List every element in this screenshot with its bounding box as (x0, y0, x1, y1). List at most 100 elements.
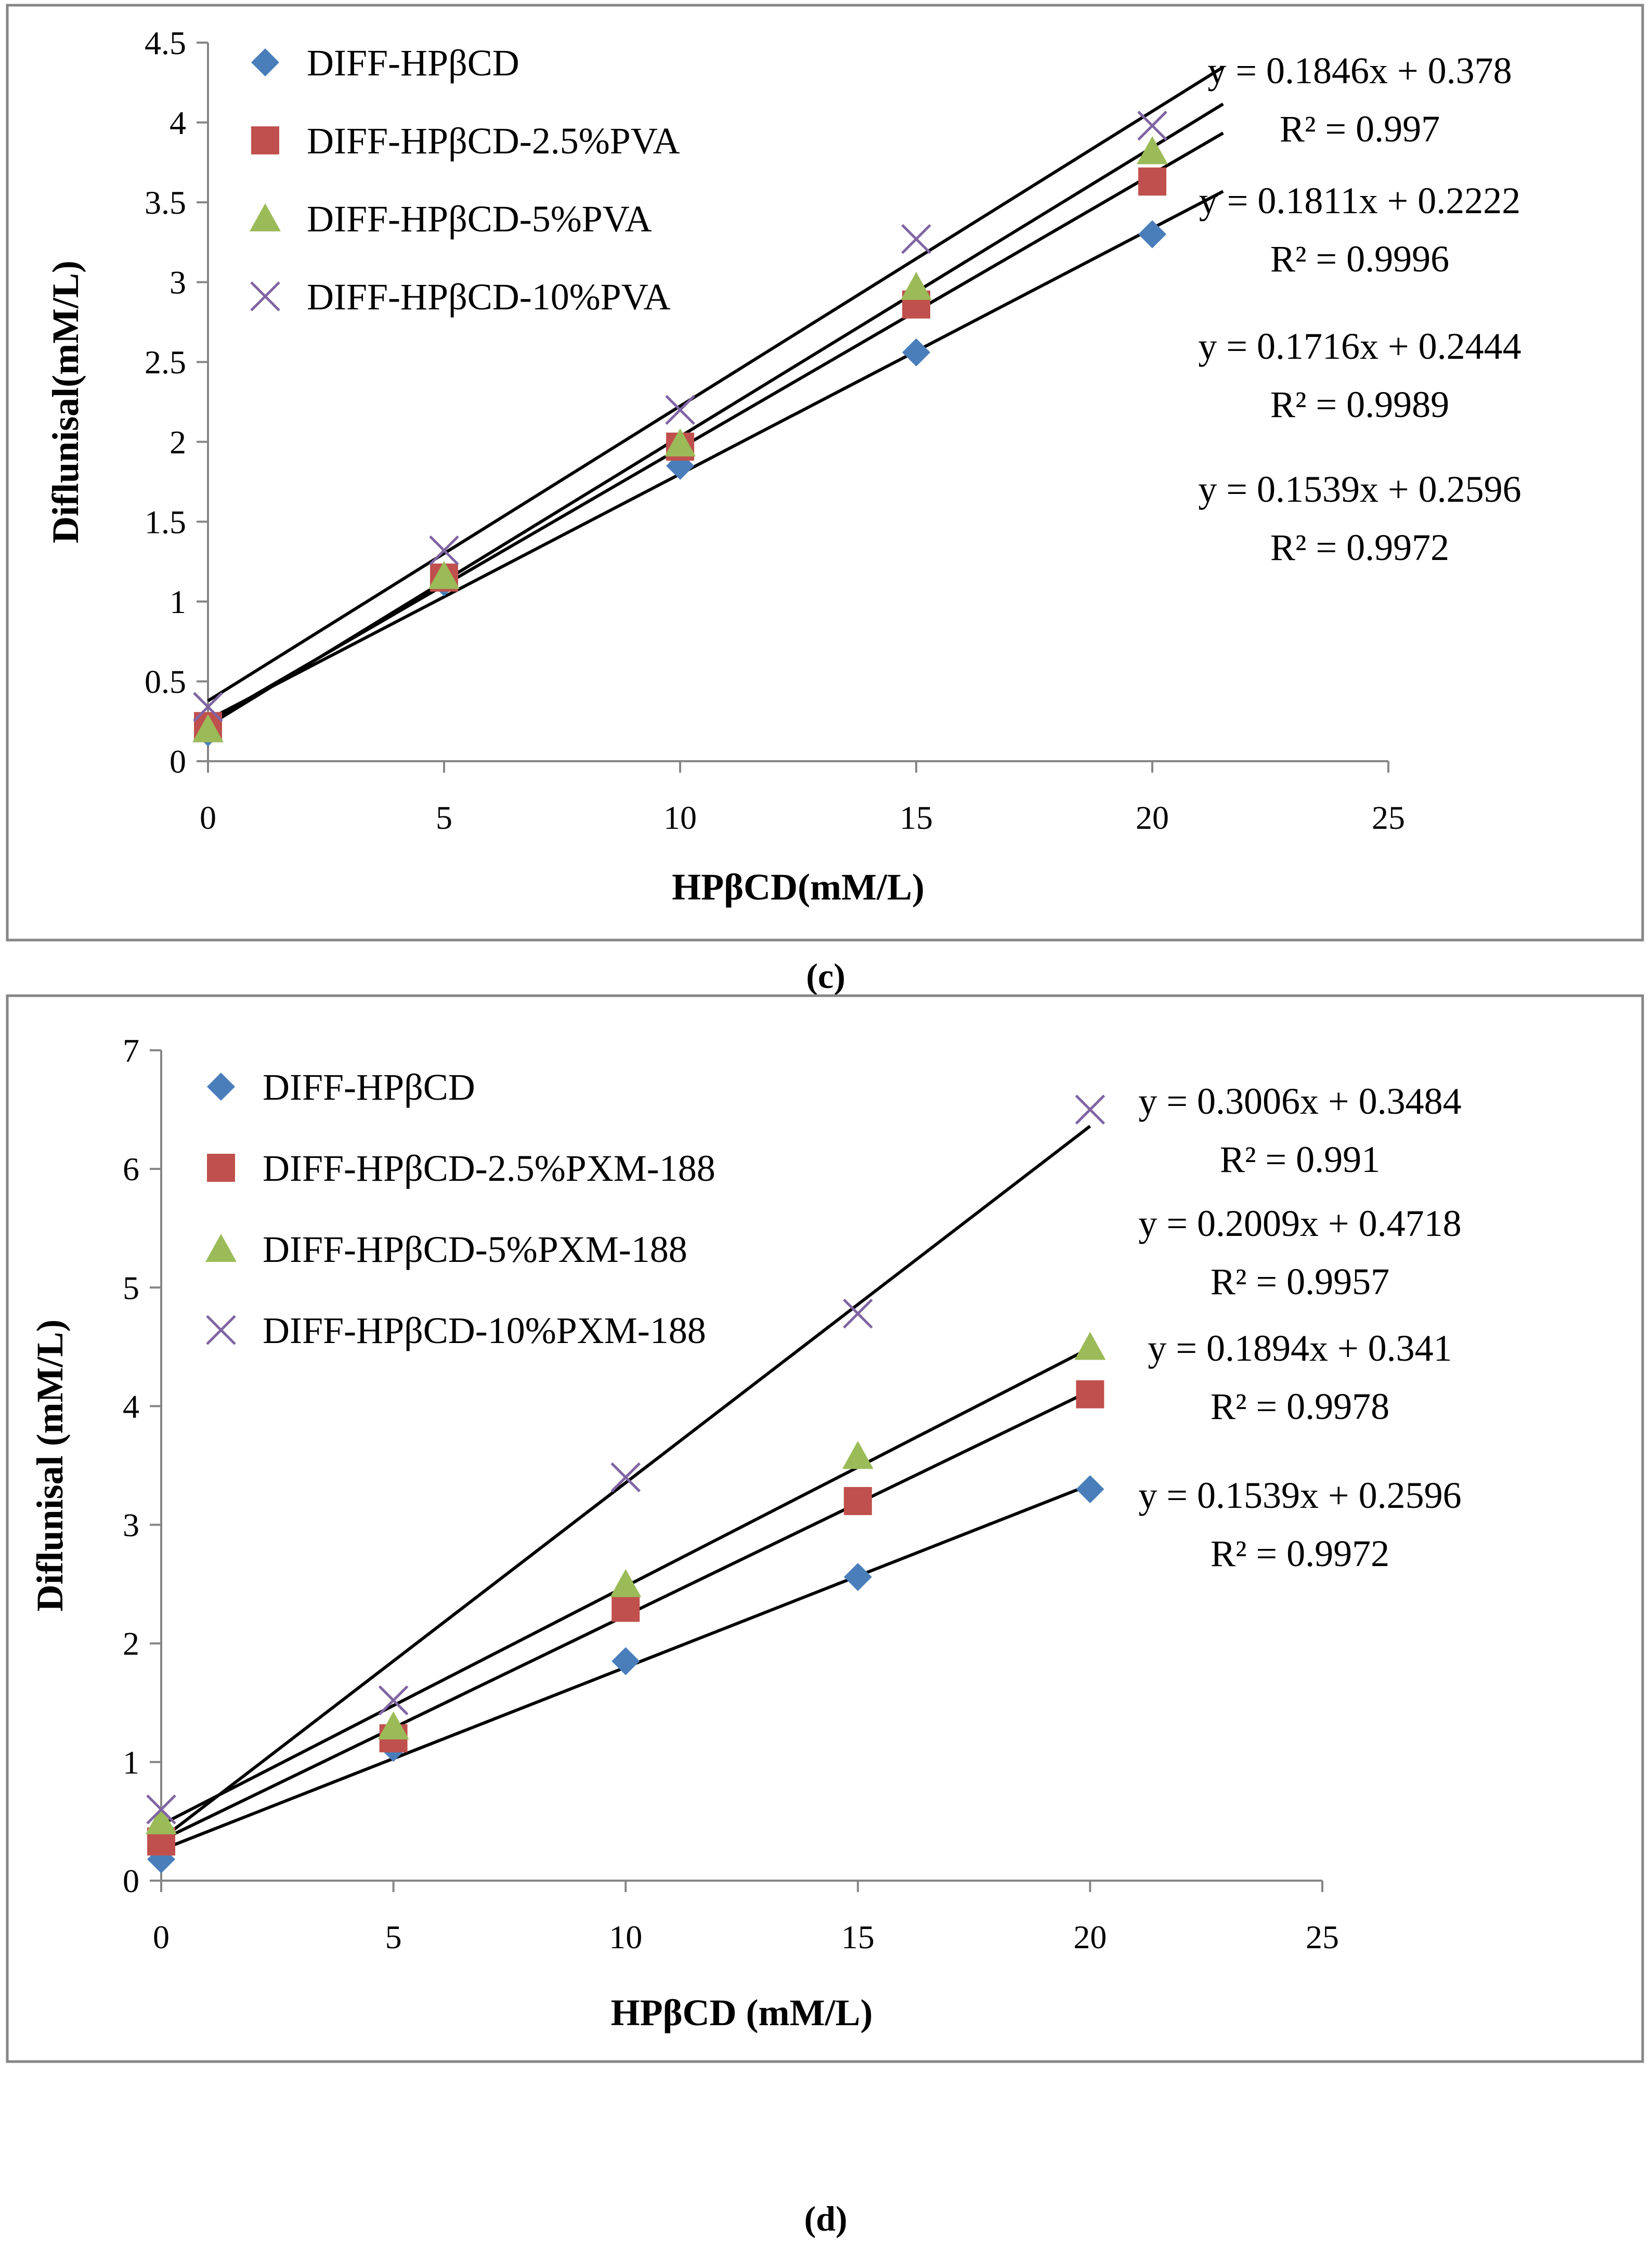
trendline-3 (207, 66, 1224, 702)
data-point-triangle (1137, 136, 1168, 164)
data-point-x-stroke-b (665, 395, 695, 425)
legend-marker-triangle (205, 1234, 237, 1262)
legend-marker-x (250, 281, 280, 311)
data-point-x (378, 1685, 409, 1715)
legend-entry: DIFF-HPβCD (207, 1066, 475, 1108)
chart-c: 0 0.5 1 1.5 2 2.5 3 3.5 4 4.5 0 5 10 15 20 25 HPβCD(mM/L… (6, 4, 1644, 942)
legend-marker-square (251, 126, 279, 154)
r-squared-label: R² = 0.9996 (1270, 238, 1449, 280)
x-tick-label: 5 (436, 799, 452, 836)
chart-d: 0 1 2 3 4 5 6 7 0 5 10 15 20 25 HPβCD (mM/L) Diflunisal… (6, 994, 1644, 2063)
data-point-square (612, 1594, 640, 1622)
data-point-triangle (428, 560, 460, 589)
r-squared-label: R² = 0.9989 (1270, 384, 1449, 425)
trendline-0 (207, 190, 1224, 721)
r-squared-label: R² = 0.9978 (1211, 1386, 1389, 1427)
y-tick-label: 4 (123, 1388, 139, 1425)
chart-frame (6, 994, 1644, 2063)
data-point-diamond (612, 1647, 640, 1675)
data-point-square (843, 1487, 872, 1515)
r-squared-label: R² = 0.9957 (1211, 1261, 1389, 1302)
legend-marker-x (206, 1315, 236, 1345)
chart-frame (6, 4, 1644, 942)
legend-marker-triangle (250, 203, 281, 231)
y-tick-label: 0 (123, 1862, 139, 1899)
regression-equation: y = 0.1846x + 0.378 (1207, 50, 1512, 92)
r-squared-label: R² = 0.991 (1220, 1139, 1380, 1180)
regression-equation: y = 0.1539x + 0.2596 (1198, 468, 1521, 510)
legend-entry: DIFF-HPβCD (251, 42, 519, 84)
legend-entry: DIFF-HPβCD-2.5%PXM-188 (207, 1148, 716, 1189)
regression-equation: y = 0.2009x + 0.4718 (1138, 1203, 1461, 1244)
x-tick-label: 20 (1136, 799, 1169, 836)
y-tick-label: 4 (170, 105, 186, 141)
legend-label: DIFF-HPβCD-2.5%PVA (307, 120, 680, 162)
data-point-diamond (902, 338, 930, 367)
legend-label: DIFF-HPβCD-2.5%PXM-188 (263, 1148, 716, 1189)
data-point-x-stroke-b (1137, 110, 1167, 141)
y-tick-label: 2.5 (145, 344, 186, 381)
y-tick-label: 3 (123, 1507, 139, 1544)
data-point-x-stroke-b (146, 1794, 176, 1824)
data-point-x-stroke-b (429, 535, 459, 566)
x-tick-label: 10 (664, 799, 697, 836)
data-point-square (1076, 1380, 1104, 1409)
data-point-triangle (378, 1711, 409, 1740)
r-squared-label: R² = 0.997 (1280, 108, 1440, 150)
trendline-3 (160, 1125, 1091, 1841)
y-tick-label: 6 (123, 1151, 139, 1188)
y-tick-label: 1 (123, 1744, 139, 1781)
data-point-triangle (842, 1441, 874, 1469)
legend-marker-diamond (207, 1073, 235, 1101)
panel-label: (c) (806, 956, 845, 996)
y-tick-label: 0 (170, 743, 186, 780)
data-point-x-stroke-b (193, 692, 223, 722)
y-tick-label: 5 (123, 1269, 139, 1306)
data-point-square (1138, 167, 1166, 196)
data-point-x-stroke-b (901, 224, 931, 254)
x-tick-label: 25 (1306, 1919, 1339, 1956)
data-point-triangle (146, 1806, 177, 1834)
data-point-x-stroke-b (843, 1298, 873, 1329)
y-tick-label: 3.5 (145, 184, 186, 221)
r-squared-label: R² = 0.9972 (1211, 1533, 1389, 1574)
x-tick-label: 5 (385, 1919, 402, 1956)
data-point-x (146, 1794, 176, 1824)
regression-equation: y = 0.1539x + 0.2596 (1138, 1475, 1461, 1516)
legend-entry: DIFF-HPβCD-5%PVA (250, 198, 652, 240)
x-tick-label: 0 (153, 1919, 170, 1956)
y-tick-label: 2 (170, 424, 186, 461)
legend-marker-square (207, 1154, 235, 1182)
legend-label: DIFF-HPβCD-10%PVA (307, 276, 670, 318)
regression-equation: y = 0.1811x + 0.2222 (1199, 180, 1521, 221)
data-point-x-stroke-b (378, 1685, 409, 1715)
legend-entry: DIFF-HPβCD-10%PVA (250, 276, 670, 318)
trendline-2 (207, 102, 1224, 727)
y-axis-title: Diflunisal (mM/L) (29, 1319, 71, 1611)
data-point-x-stroke-b (1075, 1094, 1105, 1125)
y-tick-label: 2 (123, 1625, 139, 1662)
y-tick-label: 1 (170, 583, 186, 620)
data-point-x (193, 692, 223, 722)
x-tick-label: 25 (1372, 799, 1405, 836)
legend-entry: DIFF-HPβCD-10%PXM-188 (206, 1310, 706, 1351)
x-tick-label: 20 (1073, 1919, 1107, 1956)
x-tick-label: 10 (609, 1919, 642, 1956)
panel-label: (d) (804, 2199, 847, 2238)
legend-entry: DIFF-HPβCD-5%PXM-188 (205, 1229, 687, 1270)
data-point-diamond (1138, 220, 1166, 249)
x-tick-label: 15 (900, 799, 933, 836)
x-axis-title: HPβCD(mM/L) (672, 866, 925, 908)
data-point-triangle (192, 714, 224, 742)
legend-marker-diamond (251, 48, 279, 76)
data-point-x (901, 224, 931, 254)
legend-marker-x-stroke-b (250, 281, 280, 311)
legend-label: DIFF-HPβCD-10%PXM-188 (263, 1310, 706, 1351)
y-tick-label: 1.5 (145, 503, 186, 540)
legend-label: DIFF-HPβCD-5%PVA (307, 198, 652, 240)
data-point-diamond (1076, 1475, 1104, 1504)
data-point-triangle (901, 271, 932, 300)
data-point-triangle (665, 428, 696, 457)
data-point-x-stroke-b (610, 1462, 641, 1493)
